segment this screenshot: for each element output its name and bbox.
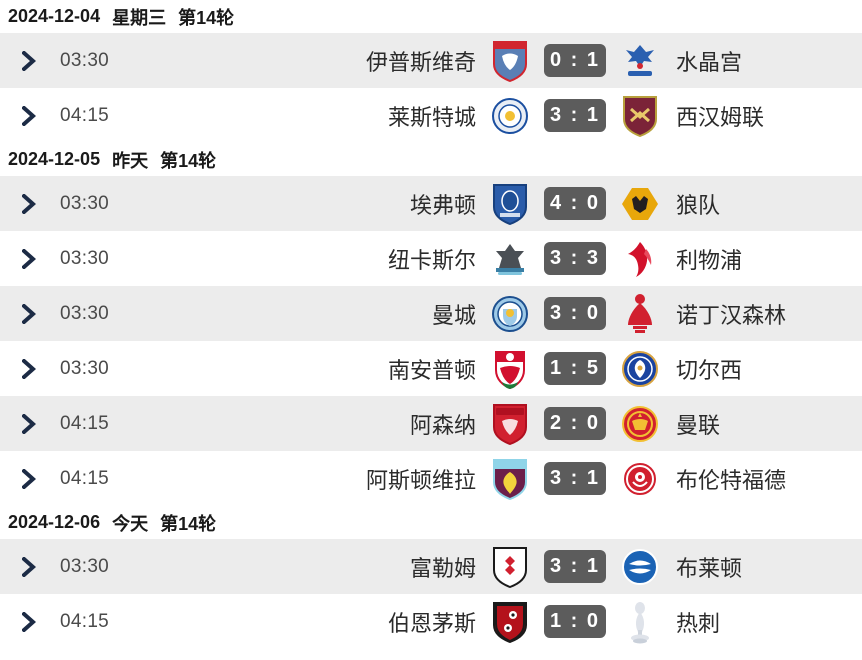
- header-round: 第14轮: [160, 150, 217, 171]
- arsenal-crest[interactable]: [488, 401, 532, 447]
- crystal-palace-crest[interactable]: [618, 38, 662, 84]
- chevron-right-icon[interactable]: [0, 248, 58, 269]
- aston-villa-crest[interactable]: [488, 456, 532, 502]
- home-team-name[interactable]: 纽卡斯尔: [387, 247, 476, 273]
- chevron-right-icon[interactable]: [0, 50, 58, 71]
- match-time: 03:30: [60, 357, 110, 379]
- manchester-city-crest[interactable]: [488, 291, 532, 337]
- away-team-name[interactable]: 诺丁汉森林: [676, 302, 787, 328]
- match-row[interactable]: 03:30 伊普斯维奇 0 : 1 水晶宫: [0, 33, 862, 88]
- match-row[interactable]: 04:15 阿斯顿维拉 3 : 1 布伦特福德: [0, 451, 862, 506]
- home-team-name[interactable]: 阿森纳: [409, 412, 476, 438]
- away-team-name[interactable]: 狼队: [676, 192, 721, 218]
- header-weekday: 昨天: [112, 150, 149, 171]
- home-team-name[interactable]: 伯恩茅斯: [387, 610, 476, 636]
- away-team-name[interactable]: 利物浦: [676, 247, 743, 273]
- chevron-right-icon[interactable]: [0, 413, 58, 434]
- match-time: 03:30: [60, 192, 110, 214]
- score-badge[interactable]: 3 : 1: [544, 462, 606, 495]
- liverpool-crest[interactable]: [618, 236, 662, 282]
- match-time: 03:30: [60, 247, 110, 269]
- fulham-crest[interactable]: [488, 544, 532, 590]
- everton-crest[interactable]: [488, 181, 532, 227]
- away-team-name[interactable]: 切尔西: [676, 357, 743, 383]
- match-time: 03:30: [60, 49, 110, 71]
- leicester-city-crest[interactable]: [488, 93, 532, 139]
- chevron-right-icon[interactable]: [0, 468, 58, 489]
- brentford-crest[interactable]: [618, 456, 662, 502]
- match-time: 04:15: [60, 610, 110, 632]
- date-header: 2024-12-06 今天 第14轮: [0, 506, 862, 539]
- score-badge[interactable]: 2 : 0: [544, 407, 606, 440]
- header-date: 2024-12-06: [8, 512, 101, 532]
- match-row[interactable]: 03:30 富勒姆 3 : 1 布莱顿: [0, 539, 862, 594]
- chevron-right-icon[interactable]: [0, 611, 58, 632]
- chevron-right-icon[interactable]: [0, 193, 58, 214]
- match-time: 04:15: [60, 412, 110, 434]
- tottenham-hotspur-crest[interactable]: [618, 599, 662, 645]
- score-badge[interactable]: 1 : 5: [544, 352, 606, 385]
- match-row[interactable]: 03:30 曼城 3 : 0 诺丁汉森林: [0, 286, 862, 341]
- match-row[interactable]: 04:15 莱斯特城 3 : 1 西汉姆联: [0, 88, 862, 143]
- home-team-name[interactable]: 南安普顿: [387, 357, 476, 383]
- header-weekday: 星期三: [112, 7, 167, 28]
- match-row[interactable]: 04:15 伯恩茅斯 1 : 0 热刺: [0, 594, 862, 649]
- brighton-crest[interactable]: [618, 544, 662, 590]
- score-badge[interactable]: 1 : 0: [544, 605, 606, 638]
- manchester-united-crest[interactable]: [618, 401, 662, 447]
- match-row[interactable]: 03:30 埃弗顿 4 : 0 狼队: [0, 176, 862, 231]
- southampton-crest[interactable]: [488, 346, 532, 392]
- away-team-name[interactable]: 布莱顿: [676, 555, 743, 581]
- match-time: 04:15: [60, 104, 110, 126]
- date-header: 2024-12-05 昨天 第14轮: [0, 143, 862, 176]
- chelsea-crest[interactable]: [618, 346, 662, 392]
- match-time: 04:15: [60, 467, 110, 489]
- chevron-right-icon[interactable]: [0, 105, 58, 126]
- header-weekday: 今天: [112, 513, 149, 534]
- away-team-name[interactable]: 曼联: [676, 412, 721, 438]
- header-round: 第14轮: [160, 513, 217, 534]
- home-team-name[interactable]: 阿斯顿维拉: [365, 467, 476, 493]
- score-badge[interactable]: 3 : 3: [544, 242, 606, 275]
- score-badge[interactable]: 3 : 0: [544, 297, 606, 330]
- score-badge[interactable]: 0 : 1: [544, 44, 606, 77]
- west-ham-united-crest[interactable]: [618, 93, 662, 139]
- header-round: 第14轮: [178, 7, 235, 28]
- bournemouth-crest[interactable]: [488, 599, 532, 645]
- newcastle-united-crest[interactable]: [488, 236, 532, 282]
- header-date: 2024-12-04: [8, 6, 101, 26]
- away-team-name[interactable]: 布伦特福德: [676, 467, 787, 493]
- score-badge[interactable]: 3 : 1: [544, 99, 606, 132]
- away-team-name[interactable]: 水晶宫: [676, 49, 743, 75]
- match-row[interactable]: 03:30 纽卡斯尔 3 : 3 利物浦: [0, 231, 862, 286]
- home-team-name[interactable]: 曼城: [431, 302, 476, 328]
- wolves-crest[interactable]: [618, 181, 662, 227]
- header-date: 2024-12-05: [8, 149, 101, 169]
- date-header: 2024-12-04 星期三 第14轮: [0, 0, 862, 33]
- chevron-right-icon[interactable]: [0, 358, 58, 379]
- home-team-name[interactable]: 埃弗顿: [409, 192, 476, 218]
- match-row[interactable]: 03:30 南安普顿 1 : 5 切尔西: [0, 341, 862, 396]
- away-team-name[interactable]: 热刺: [676, 610, 721, 636]
- home-team-name[interactable]: 莱斯特城: [387, 104, 476, 130]
- match-time: 03:30: [60, 555, 110, 577]
- nottingham-forest-crest[interactable]: [618, 291, 662, 337]
- chevron-right-icon[interactable]: [0, 556, 58, 577]
- score-badge[interactable]: 3 : 1: [544, 550, 606, 583]
- match-time: 03:30: [60, 302, 110, 324]
- home-team-name[interactable]: 伊普斯维奇: [365, 49, 476, 75]
- match-row[interactable]: 04:15 阿森纳 2 : 0 曼联: [0, 396, 862, 451]
- chevron-right-icon[interactable]: [0, 303, 58, 324]
- home-team-name[interactable]: 富勒姆: [409, 555, 476, 581]
- ipswich-town-crest[interactable]: [488, 38, 532, 84]
- away-team-name[interactable]: 西汉姆联: [676, 104, 765, 130]
- score-badge[interactable]: 4 : 0: [544, 187, 606, 220]
